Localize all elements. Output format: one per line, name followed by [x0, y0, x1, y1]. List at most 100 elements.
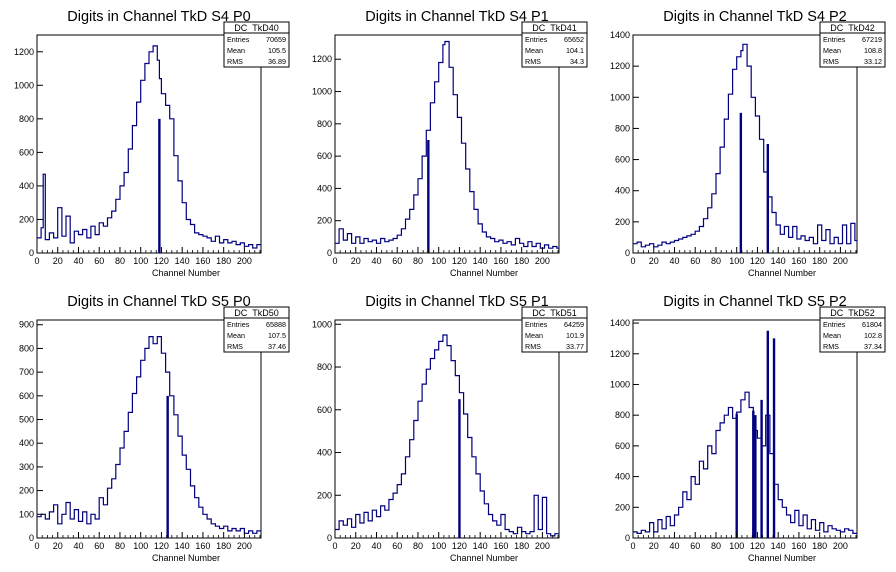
x-tick-label: 0: [630, 256, 635, 266]
stats-rms-label: RMS: [823, 57, 839, 66]
stats-entries-label: Entries: [823, 35, 846, 44]
y-tick-label: 1000: [312, 87, 332, 97]
stats-box: [521, 306, 588, 353]
stats-title: DC_TkD42: [830, 23, 875, 33]
stats-rms-value: 37.46: [268, 342, 286, 351]
x-tick-label: 100: [729, 541, 744, 551]
stats-rms-label: RMS: [525, 342, 541, 351]
stats-mean-value: 102.8: [864, 331, 882, 340]
plot-frame: [334, 34, 560, 254]
y-tick-label: 400: [19, 438, 34, 448]
stats-mean-label: Mean: [227, 331, 245, 340]
stats-mean-label: Mean: [823, 46, 841, 55]
x-tick-label: 0: [332, 256, 337, 266]
x-tick-label: 20: [53, 256, 63, 266]
stats-box: [223, 306, 290, 353]
x-tick-label: 200: [535, 256, 550, 266]
stats-mean-label: Mean: [525, 331, 543, 340]
y-tick-label: 0: [29, 533, 34, 543]
stats-mean-label: Mean: [525, 46, 543, 55]
stats-box: [819, 306, 886, 353]
histogram-panel-4: Digits in Channel TkD S5 P1 0 20 40 60 80 100 1…: [312, 294, 588, 563]
x-tick-label: 120: [750, 256, 765, 266]
y-tick-label: 400: [615, 472, 630, 482]
y-tick-label: 0: [327, 533, 332, 543]
chart-title: Digits in Channel TkD S4 P2: [663, 9, 847, 25]
y-tick-label: 800: [19, 114, 34, 124]
plot-frame: [36, 34, 262, 254]
stats-title: DC_TkD40: [234, 23, 279, 33]
stats-mean-value: 105.5: [268, 46, 286, 55]
x-tick-label: 40: [669, 541, 679, 551]
chart-title: Digits in Channel TkD S5 P0: [67, 294, 251, 310]
x-tick-label: 200: [833, 541, 848, 551]
stats-rms-label: RMS: [823, 342, 839, 351]
y-tick-label: 200: [615, 502, 630, 512]
y-tick-label: 0: [625, 533, 630, 543]
x-tick-label: 120: [452, 256, 467, 266]
x-tick-label: 120: [154, 256, 169, 266]
stats-rms-value: 36.89: [268, 57, 286, 66]
plot-frame: [632, 34, 858, 254]
x-tick-label: 40: [371, 256, 381, 266]
y-tick-label: 1200: [610, 61, 630, 71]
y-tick-label: 1200: [610, 349, 630, 359]
x-axis-label: Channel Number: [748, 553, 816, 563]
x-tick-label: 100: [431, 256, 446, 266]
x-tick-label: 100: [133, 541, 148, 551]
x-tick-label: 60: [94, 256, 104, 266]
histogram-series: [37, 45, 261, 249]
x-tick-label: 80: [115, 256, 125, 266]
x-tick-label: 180: [216, 256, 231, 266]
y-tick-label: 800: [19, 343, 34, 353]
stats-entries-label: Entries: [525, 35, 548, 44]
y-tick-label: 100: [19, 509, 34, 519]
x-tick-label: 0: [332, 541, 337, 551]
stats-entries-value: 65652: [564, 35, 584, 44]
stats-rms-label: RMS: [227, 57, 243, 66]
stats-mean-value: 101.9: [566, 331, 584, 340]
x-tick-label: 160: [493, 541, 508, 551]
x-tick-label: 40: [73, 256, 83, 266]
stats-mean-label: Mean: [823, 331, 841, 340]
y-tick-label: 1000: [312, 319, 332, 329]
x-tick-label: 20: [351, 541, 361, 551]
y-tick-label: 200: [317, 490, 332, 500]
x-tick-label: 60: [392, 541, 402, 551]
y-tick-label: 600: [19, 147, 34, 157]
stats-entries-label: Entries: [227, 320, 250, 329]
y-tick-label: 400: [19, 181, 34, 191]
x-tick-label: 180: [514, 256, 529, 266]
y-tick-label: 200: [317, 216, 332, 226]
stats-title: DC_TkD52: [830, 308, 875, 318]
stats-box: [223, 21, 290, 68]
x-tick-label: 140: [771, 256, 786, 266]
x-tick-label: 0: [630, 541, 635, 551]
stats-box: [521, 21, 588, 68]
x-tick-label: 0: [34, 256, 39, 266]
y-tick-label: 400: [615, 186, 630, 196]
stats-rms-label: RMS: [525, 57, 541, 66]
histogram-series: [335, 40, 559, 249]
x-tick-label: 140: [175, 541, 190, 551]
y-tick-label: 800: [615, 123, 630, 133]
stats-rms-value: 33.12: [864, 57, 882, 66]
y-tick-label: 1000: [610, 92, 630, 102]
y-tick-label: 700: [19, 367, 34, 377]
x-tick-label: 80: [711, 256, 721, 266]
x-tick-label: 100: [431, 541, 446, 551]
x-tick-label: 20: [53, 541, 63, 551]
x-tick-label: 120: [750, 541, 765, 551]
stats-title: DC_TkD51: [532, 308, 577, 318]
x-tick-label: 60: [392, 256, 402, 266]
x-tick-label: 100: [133, 256, 148, 266]
chart-title: Digits in Channel TkD S4 P1: [365, 9, 549, 25]
y-tick-label: 900: [19, 320, 34, 330]
plot-frame: [36, 319, 262, 539]
x-tick-label: 180: [812, 541, 827, 551]
x-tick-label: 0: [34, 541, 39, 551]
y-tick-label: 600: [317, 151, 332, 161]
x-tick-label: 60: [690, 256, 700, 266]
x-tick-label: 180: [514, 541, 529, 551]
